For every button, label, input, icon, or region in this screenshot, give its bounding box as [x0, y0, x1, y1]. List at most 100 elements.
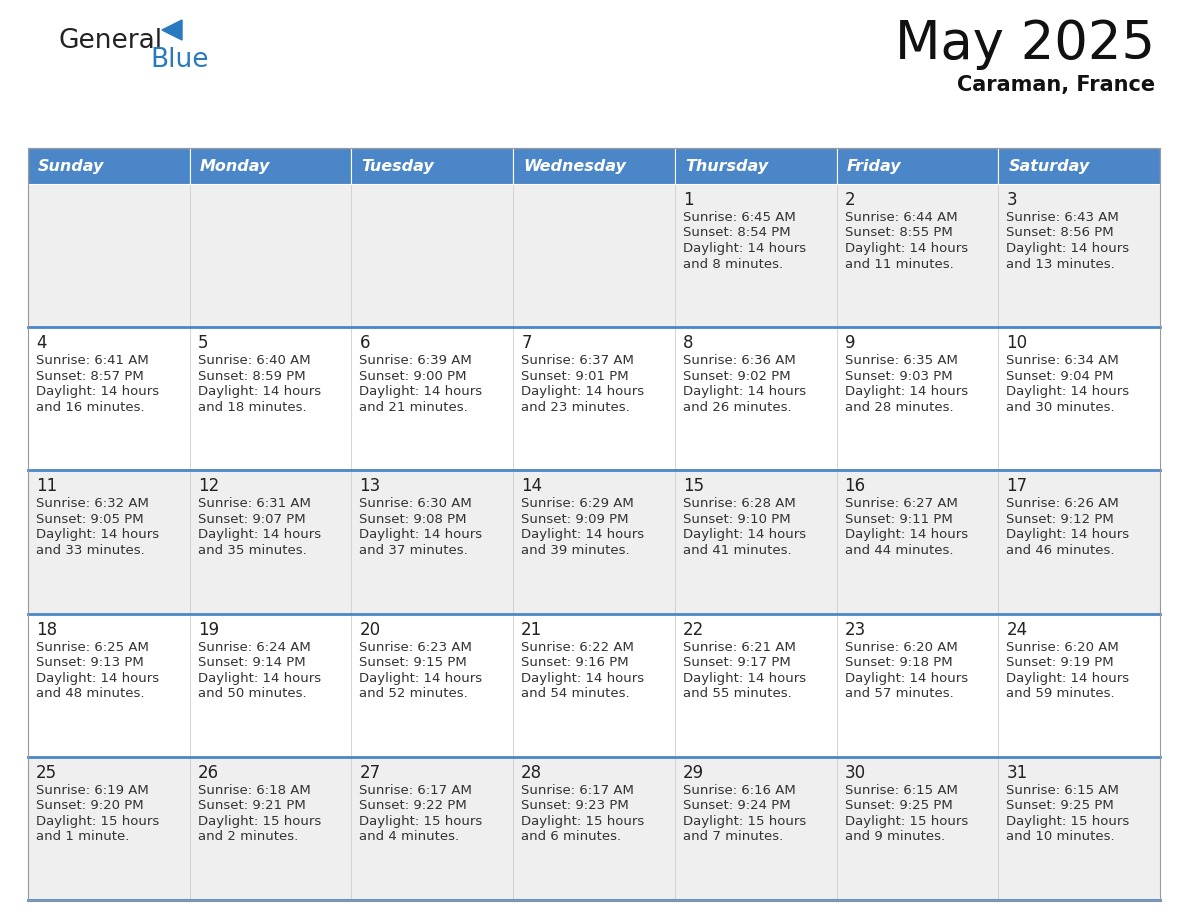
Text: Sunset: 9:13 PM: Sunset: 9:13 PM	[36, 656, 144, 669]
Text: 7: 7	[522, 334, 532, 353]
Bar	[352, 148, 513, 184]
Bar	[675, 470, 836, 613]
Text: Sunset: 8:54 PM: Sunset: 8:54 PM	[683, 227, 790, 240]
Text: 6: 6	[360, 334, 369, 353]
Bar	[998, 148, 1159, 184]
Text: Sunday: Sunday	[38, 159, 105, 174]
Text: General: General	[58, 28, 162, 54]
Text: Daylight: 14 hours: Daylight: 14 hours	[197, 386, 321, 398]
Text: Daylight: 15 hours: Daylight: 15 hours	[845, 815, 968, 828]
Text: Caraman, France: Caraman, France	[956, 75, 1155, 95]
Bar	[352, 470, 513, 613]
Text: Daylight: 14 hours: Daylight: 14 hours	[683, 529, 805, 542]
Text: and 54 minutes.: and 54 minutes.	[522, 687, 630, 700]
Text: Daylight: 14 hours: Daylight: 14 hours	[197, 672, 321, 685]
Text: 19: 19	[197, 621, 219, 639]
Text: Sunrise: 6:17 AM: Sunrise: 6:17 AM	[360, 784, 473, 797]
Text: 18: 18	[36, 621, 57, 639]
Bar	[190, 470, 352, 613]
Text: Daylight: 14 hours: Daylight: 14 hours	[522, 386, 644, 398]
Bar	[675, 184, 836, 327]
Text: Daylight: 14 hours: Daylight: 14 hours	[360, 529, 482, 542]
Text: Daylight: 15 hours: Daylight: 15 hours	[36, 815, 159, 828]
Text: and 37 minutes.: and 37 minutes.	[360, 543, 468, 557]
Bar	[836, 327, 998, 470]
Text: 22: 22	[683, 621, 704, 639]
Text: and 2 minutes.: and 2 minutes.	[197, 830, 298, 844]
Text: and 55 minutes.: and 55 minutes.	[683, 687, 791, 700]
Text: and 1 minute.: and 1 minute.	[36, 830, 129, 844]
Text: Tuesday: Tuesday	[361, 159, 434, 174]
Text: and 23 minutes.: and 23 minutes.	[522, 400, 630, 414]
Text: 5: 5	[197, 334, 208, 353]
Bar	[998, 470, 1159, 613]
Text: and 30 minutes.: and 30 minutes.	[1006, 400, 1114, 414]
Text: Sunrise: 6:35 AM: Sunrise: 6:35 AM	[845, 354, 958, 367]
Text: Sunrise: 6:32 AM: Sunrise: 6:32 AM	[36, 498, 148, 510]
Text: Sunrise: 6:26 AM: Sunrise: 6:26 AM	[1006, 498, 1119, 510]
Text: Daylight: 14 hours: Daylight: 14 hours	[1006, 242, 1130, 255]
Text: Sunrise: 6:27 AM: Sunrise: 6:27 AM	[845, 498, 958, 510]
Text: 14: 14	[522, 477, 542, 496]
Text: Daylight: 15 hours: Daylight: 15 hours	[683, 815, 807, 828]
Text: Sunset: 9:21 PM: Sunset: 9:21 PM	[197, 800, 305, 812]
Text: 2: 2	[845, 191, 855, 209]
Text: Sunrise: 6:28 AM: Sunrise: 6:28 AM	[683, 498, 796, 510]
Text: 30: 30	[845, 764, 866, 782]
Bar	[998, 756, 1159, 900]
Text: Sunset: 9:14 PM: Sunset: 9:14 PM	[197, 656, 305, 669]
Text: 12: 12	[197, 477, 219, 496]
Text: Friday: Friday	[847, 159, 902, 174]
Text: 10: 10	[1006, 334, 1028, 353]
Text: Sunrise: 6:25 AM: Sunrise: 6:25 AM	[36, 641, 148, 654]
Text: and 48 minutes.: and 48 minutes.	[36, 687, 145, 700]
Text: and 10 minutes.: and 10 minutes.	[1006, 830, 1114, 844]
Bar	[29, 470, 190, 613]
Text: and 57 minutes.: and 57 minutes.	[845, 687, 953, 700]
Text: 29: 29	[683, 764, 704, 782]
Text: Sunrise: 6:17 AM: Sunrise: 6:17 AM	[522, 784, 634, 797]
Text: Daylight: 14 hours: Daylight: 14 hours	[197, 529, 321, 542]
Text: 17: 17	[1006, 477, 1028, 496]
Bar	[675, 756, 836, 900]
Text: Sunset: 9:01 PM: Sunset: 9:01 PM	[522, 370, 628, 383]
Text: and 35 minutes.: and 35 minutes.	[197, 543, 307, 557]
Text: and 11 minutes.: and 11 minutes.	[845, 258, 953, 271]
Text: Daylight: 14 hours: Daylight: 14 hours	[683, 386, 805, 398]
Text: Daylight: 14 hours: Daylight: 14 hours	[1006, 529, 1130, 542]
Text: Sunset: 9:09 PM: Sunset: 9:09 PM	[522, 513, 628, 526]
Text: Sunrise: 6:19 AM: Sunrise: 6:19 AM	[36, 784, 148, 797]
Bar	[998, 184, 1159, 327]
Text: 23: 23	[845, 621, 866, 639]
Text: 15: 15	[683, 477, 704, 496]
Text: Sunset: 9:16 PM: Sunset: 9:16 PM	[522, 656, 628, 669]
Text: Daylight: 14 hours: Daylight: 14 hours	[683, 672, 805, 685]
Bar	[29, 613, 190, 756]
Bar	[29, 184, 190, 327]
Text: and 28 minutes.: and 28 minutes.	[845, 400, 953, 414]
Bar	[29, 756, 190, 900]
Text: Blue: Blue	[150, 47, 209, 73]
Text: Sunrise: 6:36 AM: Sunrise: 6:36 AM	[683, 354, 796, 367]
Bar	[513, 613, 675, 756]
Text: Daylight: 15 hours: Daylight: 15 hours	[1006, 815, 1130, 828]
Text: and 50 minutes.: and 50 minutes.	[197, 687, 307, 700]
Bar	[29, 327, 190, 470]
Text: Sunrise: 6:43 AM: Sunrise: 6:43 AM	[1006, 211, 1119, 224]
Text: Sunset: 9:00 PM: Sunset: 9:00 PM	[360, 370, 467, 383]
Text: and 33 minutes.: and 33 minutes.	[36, 543, 145, 557]
Text: Sunset: 9:05 PM: Sunset: 9:05 PM	[36, 513, 144, 526]
Text: Daylight: 14 hours: Daylight: 14 hours	[845, 529, 968, 542]
Text: and 13 minutes.: and 13 minutes.	[1006, 258, 1116, 271]
Text: Sunrise: 6:44 AM: Sunrise: 6:44 AM	[845, 211, 958, 224]
Bar	[836, 184, 998, 327]
Text: Daylight: 14 hours: Daylight: 14 hours	[845, 386, 968, 398]
Text: Sunset: 9:18 PM: Sunset: 9:18 PM	[845, 656, 953, 669]
Bar	[513, 756, 675, 900]
Text: and 26 minutes.: and 26 minutes.	[683, 400, 791, 414]
Text: Sunrise: 6:15 AM: Sunrise: 6:15 AM	[845, 784, 958, 797]
Text: Sunset: 9:19 PM: Sunset: 9:19 PM	[1006, 656, 1114, 669]
Bar	[29, 148, 190, 184]
Bar	[836, 148, 998, 184]
Bar	[513, 327, 675, 470]
